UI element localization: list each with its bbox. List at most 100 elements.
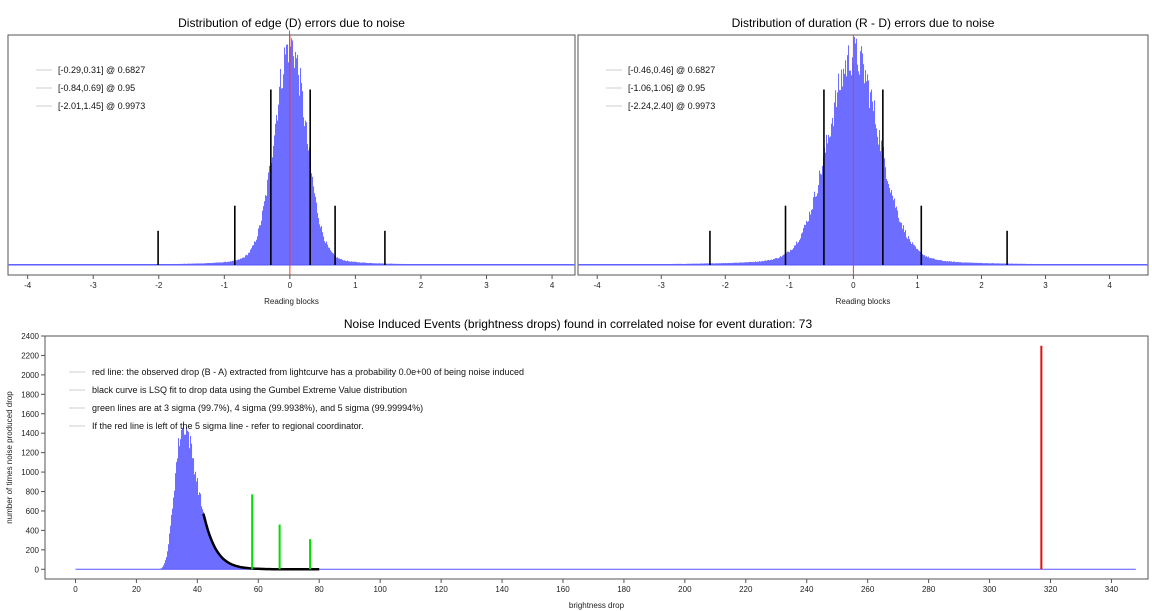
histogram-bar: [332, 252, 334, 265]
histogram-bar: [978, 262, 980, 265]
histogram-bar: [782, 255, 784, 265]
histogram-bar: [806, 220, 808, 265]
histogram-bar: [213, 262, 215, 265]
histogram-bar: [226, 262, 228, 265]
histogram-bar: [793, 248, 795, 265]
histogram-bar: [339, 258, 341, 265]
histogram-bar: [275, 123, 277, 265]
histogram-bar: [179, 446, 181, 570]
histogram-bar: [788, 251, 790, 265]
histogram-bar: [870, 92, 872, 265]
histogram-bar: [684, 263, 686, 265]
x-tick-label: 260: [861, 585, 875, 594]
histogram-bar: [875, 124, 877, 266]
histogram-bar: [175, 263, 177, 265]
histogram-bar: [868, 80, 870, 265]
histogram-bar: [212, 262, 214, 265]
histogram-bar: [791, 250, 793, 265]
legend-entry: If the red line is left of the 5 sigma l…: [92, 421, 364, 431]
x-tick-label: 0: [288, 281, 293, 290]
x-tick-label: 0: [73, 585, 78, 594]
histogram-bar: [1022, 263, 1024, 265]
histogram-bar: [993, 263, 995, 265]
histogram-bar: [692, 263, 694, 265]
histogram-bar: [934, 258, 936, 265]
histogram-bar: [211, 541, 213, 570]
histogram-bar: [864, 83, 866, 265]
histogram-bar: [184, 434, 186, 570]
histogram-bar: [380, 263, 382, 265]
histogram-bar: [173, 263, 175, 265]
histogram-bar: [162, 567, 164, 570]
histogram-bar: [222, 262, 224, 265]
histogram-bar: [939, 260, 941, 265]
gumbel-fit-curve: [202, 513, 320, 571]
histogram-bar: [267, 179, 269, 265]
histogram-bar: [800, 238, 802, 265]
histogram-bar: [191, 443, 193, 570]
histogram-bar: [886, 178, 888, 265]
histogram-bar: [189, 448, 191, 570]
histogram-bar: [901, 222, 903, 265]
histogram-bar: [193, 263, 195, 265]
histogram-bar: [821, 174, 823, 265]
histogram-bar: [733, 262, 735, 265]
histogram-bar: [990, 263, 992, 265]
histogram-bar: [201, 263, 203, 265]
histogram-bar: [999, 263, 1001, 265]
histogram-bar: [195, 263, 197, 265]
x-tick-label: 320: [1044, 585, 1058, 594]
histogram-bar: [820, 173, 822, 265]
histogram-bar: [376, 263, 378, 265]
histogram-bar: [745, 262, 747, 265]
histogram-bar: [225, 261, 227, 265]
histogram-bar: [935, 259, 937, 265]
legend-entry: [-2.01,1.45] @ 0.9973: [58, 101, 145, 111]
histogram-bar: [716, 263, 718, 265]
histogram-bar: [386, 263, 388, 265]
histogram-bar: [230, 563, 232, 570]
histogram-bar: [798, 242, 800, 265]
histogram-bar: [319, 224, 321, 265]
histogram-bar: [699, 263, 701, 265]
histogram-bar: [815, 196, 817, 265]
histogram-bar: [906, 237, 908, 265]
histogram-bar: [747, 262, 749, 265]
histogram-bar: [231, 563, 233, 570]
y-tick-label: 400: [26, 526, 40, 535]
histogram-bar: [198, 495, 200, 570]
histogram-bar: [792, 249, 794, 265]
histogram-bar: [244, 257, 246, 265]
histogram-bar: [167, 551, 169, 570]
histogram-bar: [238, 259, 240, 265]
histogram-bar: [347, 260, 349, 265]
histogram-bar: [239, 259, 241, 265]
histogram-bar: [1011, 263, 1013, 265]
histogram-bar: [393, 263, 395, 265]
histogram-bar: [928, 256, 930, 265]
histogram-bar: [1003, 263, 1005, 265]
histogram-bar: [974, 262, 976, 265]
histogram-bar: [984, 263, 986, 265]
histogram-bar: [279, 86, 281, 265]
histogram-bar: [787, 251, 789, 265]
histogram-bar: [741, 262, 743, 265]
histogram-bar: [1029, 263, 1031, 265]
histogram-bar: [1023, 263, 1025, 265]
histogram-bar: [221, 262, 223, 265]
histogram-bar: [197, 263, 199, 265]
histogram-bar: [825, 152, 827, 265]
histogram-bar: [963, 262, 965, 265]
histogram-bar: [210, 263, 212, 265]
x-tick-label: 4: [1107, 281, 1112, 290]
histogram-bar: [184, 263, 186, 265]
histogram-bar: [929, 258, 931, 265]
histogram-bar: [250, 249, 252, 265]
histogram-bar: [690, 263, 692, 265]
histogram-bar: [931, 258, 933, 265]
histogram-bar: [257, 236, 259, 265]
histogram-bar: [947, 261, 949, 265]
histogram-bar: [197, 477, 199, 570]
histogram-bar: [872, 101, 874, 265]
histogram-bar: [751, 261, 753, 265]
